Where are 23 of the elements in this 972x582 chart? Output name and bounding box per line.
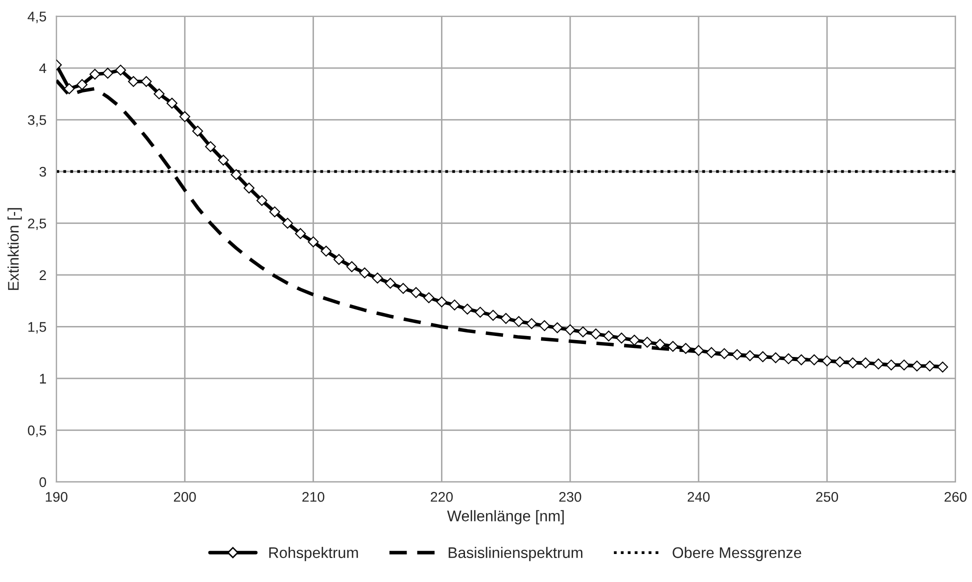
y-tick-label: 4,5 bbox=[28, 12, 46, 24]
x-axis-title: Wellenlänge [nm] bbox=[447, 510, 564, 524]
y-tick-label: 3,5 bbox=[28, 115, 46, 127]
x-tick-label: 250 bbox=[816, 492, 838, 502]
y-tick-label: 2,5 bbox=[28, 218, 46, 230]
x-tick-label: 190 bbox=[46, 492, 68, 502]
legend-label: Rohspektrum bbox=[269, 546, 358, 562]
y-tick-label: 2 bbox=[40, 270, 46, 280]
y-tick-label: 1 bbox=[40, 374, 46, 384]
y-tick-label: 3 bbox=[39, 166, 46, 177]
legend-label: Basislinienspektrum bbox=[448, 546, 582, 562]
y-tick-label: 4 bbox=[39, 64, 46, 74]
x-tick-label: 230 bbox=[559, 492, 582, 502]
x-tick-label: 260 bbox=[944, 492, 967, 502]
y-tick-label: 0 bbox=[39, 477, 46, 488]
y-axis-title: Extinktion [-] bbox=[8, 208, 22, 290]
x-tick-label: 220 bbox=[430, 492, 453, 502]
x-tick-label: 240 bbox=[688, 492, 710, 502]
x-tick-label: 200 bbox=[174, 492, 196, 502]
y-tick-label: 1,5 bbox=[28, 322, 46, 334]
y-tick-label: 0,5 bbox=[28, 425, 46, 437]
x-tick-label: 210 bbox=[302, 492, 324, 502]
legend-label: Obere Messgrenze bbox=[672, 546, 802, 562]
